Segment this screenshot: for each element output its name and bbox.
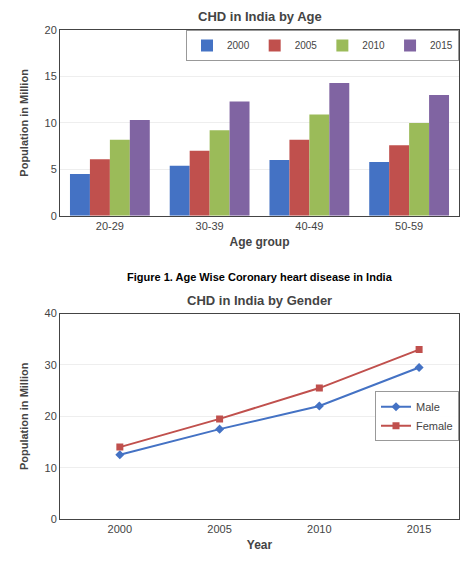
svg-text:2015: 2015 <box>407 523 431 535</box>
svg-text:Figure 1. Age Wise Coronary he: Figure 1. Age Wise Coronary heart diseas… <box>127 271 393 283</box>
svg-text:50-59: 50-59 <box>395 220 423 232</box>
svg-text:CHD in India by Age: CHD in India by Age <box>198 9 322 24</box>
svg-text:2010: 2010 <box>307 523 331 535</box>
svg-text:20: 20 <box>45 24 57 36</box>
svg-text:0: 0 <box>51 513 57 525</box>
svg-text:5: 5 <box>51 163 57 175</box>
svg-text:2010: 2010 <box>362 40 385 51</box>
svg-text:Population in Million: Population in Million <box>18 69 30 177</box>
svg-text:30-39: 30-39 <box>196 220 224 232</box>
svg-text:20: 20 <box>45 410 57 422</box>
svg-text:2000: 2000 <box>108 523 132 535</box>
svg-text:Female: Female <box>416 420 453 432</box>
svg-text:15: 15 <box>45 70 57 82</box>
svg-text:2000: 2000 <box>227 40 250 51</box>
svg-text:40: 40 <box>45 307 57 319</box>
svg-text:2005: 2005 <box>295 40 318 51</box>
svg-text:0: 0 <box>51 210 57 222</box>
svg-text:2015: 2015 <box>430 40 453 51</box>
svg-text:Year: Year <box>247 538 273 552</box>
svg-text:2005: 2005 <box>207 523 231 535</box>
svg-text:Male: Male <box>416 401 440 413</box>
svg-text:CHD in India by Gender: CHD in India by Gender <box>187 293 332 308</box>
svg-text:30: 30 <box>45 359 57 371</box>
svg-text:10: 10 <box>45 462 57 474</box>
svg-text:Age group: Age group <box>230 235 290 249</box>
svg-text:40-49: 40-49 <box>295 220 323 232</box>
svg-text:20-29: 20-29 <box>96 220 124 232</box>
svg-text:10: 10 <box>45 117 57 129</box>
svg-text:Population in Million: Population in Million <box>18 362 30 470</box>
